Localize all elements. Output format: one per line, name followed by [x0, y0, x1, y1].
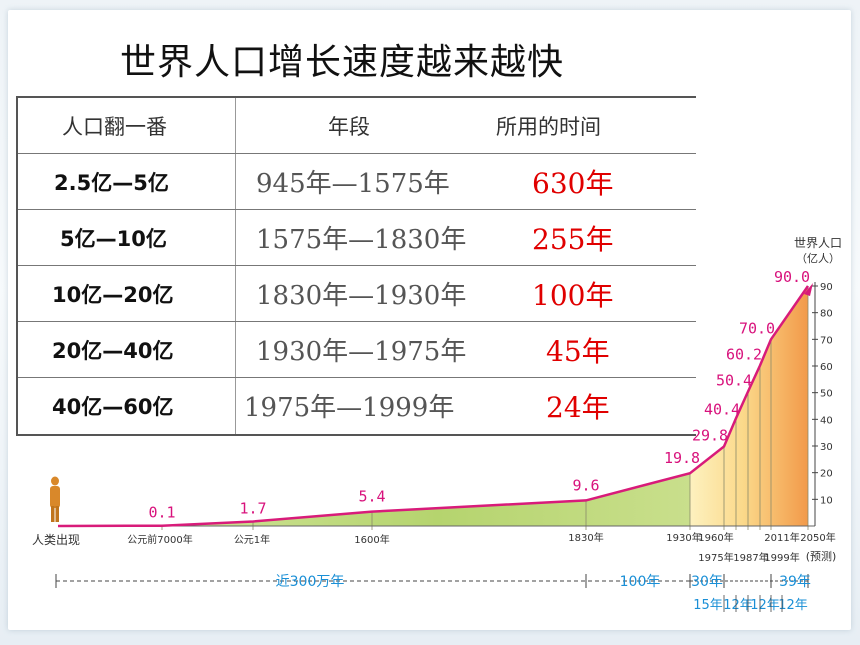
- value-label: 29.8: [692, 427, 728, 445]
- row-time: 255年: [532, 222, 614, 256]
- value-label: 19.8: [664, 449, 700, 467]
- header-time: 所用的时间: [496, 114, 601, 139]
- person-icon-leg: [51, 506, 55, 522]
- x-tick-label: 1975年: [698, 551, 733, 564]
- y-tick-label: 20: [820, 469, 833, 480]
- x-tick-label: 公元1年: [234, 533, 270, 546]
- y-tick-label: 60: [820, 362, 833, 373]
- row-time: 630年: [532, 166, 614, 200]
- row-time: 24年: [546, 390, 610, 424]
- table-row: 40亿—60亿 1975年—1999年 24年: [18, 378, 696, 433]
- person-icon-leg: [55, 506, 59, 522]
- row-period: 1975年—1999年: [244, 393, 455, 423]
- row-range: 2.5亿—5亿: [54, 170, 169, 195]
- value-label: 9.6: [572, 476, 599, 494]
- table-row: 5亿—10亿 1575年—1830年 255年: [18, 210, 696, 266]
- y-tick-label: 90: [820, 282, 833, 293]
- y-axis-unit: （亿人）: [796, 252, 840, 265]
- person-icon: [51, 476, 59, 486]
- page-title: 世界人口增长速度越来越快: [120, 42, 565, 83]
- value-label: 40.4: [704, 400, 740, 418]
- row-period: 1830年—1930年: [256, 281, 467, 311]
- value-label: 50.4: [716, 372, 752, 390]
- person-icon-body: [50, 486, 60, 508]
- y-tick-label: 70: [820, 335, 833, 346]
- header-doubling: 人口翻一番: [62, 114, 167, 139]
- span-label: 100年: [620, 574, 661, 590]
- x-tick-label: 1930年: [666, 531, 701, 544]
- x-tick-label: 人类出现: [32, 533, 80, 547]
- y-tick-label: 50: [820, 389, 833, 400]
- y-tick-label: 40: [820, 415, 833, 426]
- doubling-table: 人口翻一番 年段 所用的时间 2.5亿—5亿 945年—1575年 630年 5…: [16, 96, 696, 436]
- row-range: 5亿—10亿: [60, 226, 167, 251]
- row-range: 20亿—40亿: [52, 338, 174, 363]
- table-row: 2.5亿—5亿 945年—1575年 630年: [18, 154, 696, 210]
- value-label: 5.4: [358, 488, 385, 506]
- span-label: 39年: [779, 574, 811, 590]
- table-row: 10亿—20亿 1830年—1930年 100年: [18, 266, 696, 322]
- y-tick-label: 30: [820, 442, 833, 453]
- column-divider: [235, 98, 236, 434]
- value-label: 0.1: [148, 504, 175, 522]
- x-extra-label: (预测): [806, 550, 837, 563]
- x-tick-label: 1987年: [733, 551, 768, 564]
- subspan-label: 12年: [750, 598, 780, 613]
- row-time: 45年: [546, 334, 610, 368]
- value-label: 60.2: [726, 345, 762, 363]
- y-tick-label: 80: [820, 309, 833, 320]
- header-period: 年段: [328, 114, 370, 139]
- x-tick-label: 1600年: [354, 533, 389, 546]
- table-header-row: 人口翻一番 年段 所用的时间: [18, 98, 696, 154]
- subspan-label: 15年: [693, 598, 723, 613]
- row-period: 1930年—1975年: [256, 337, 467, 367]
- x-tick-label: 1830年: [568, 531, 603, 544]
- value-label: 70.0: [739, 319, 775, 337]
- span-label: 近300万年: [276, 574, 345, 590]
- y-axis-title: 世界人口: [794, 236, 842, 250]
- x-tick-label: 2050年: [800, 531, 835, 544]
- subspan-label: 12年: [723, 598, 753, 613]
- span-label: 30年: [691, 574, 723, 590]
- x-tick-label: 1960年: [698, 531, 733, 544]
- subspan-label: 12年: [778, 598, 808, 613]
- row-period: 1575年—1830年: [256, 225, 467, 255]
- x-tick-label: 公元前7000年: [127, 533, 192, 546]
- x-tick-label: 1999年: [764, 551, 799, 564]
- x-tick-label: 2011年: [764, 531, 799, 544]
- population-line: [57, 285, 810, 528]
- area-recent: [690, 286, 808, 526]
- value-label: 1.7: [239, 499, 266, 517]
- y-tick-label: 10: [820, 495, 833, 506]
- table-row: 20亿—40亿 1930年—1975年 45年: [18, 322, 696, 378]
- row-period: 945年—1575年: [256, 169, 450, 199]
- row-range: 10亿—20亿: [52, 282, 174, 307]
- value-label: 90.0: [774, 268, 810, 286]
- area-early: [58, 473, 690, 526]
- row-time: 100年: [532, 278, 614, 312]
- row-range: 40亿—60亿: [52, 394, 174, 419]
- line-arrowhead: [804, 283, 813, 296]
